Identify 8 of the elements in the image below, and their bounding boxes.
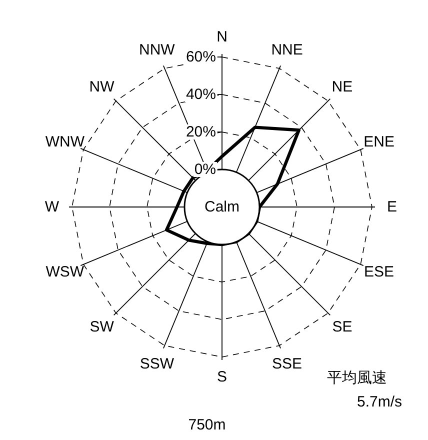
ytick: 20% bbox=[186, 124, 216, 140]
annotation: 5.7m/s bbox=[356, 394, 402, 410]
ytick: 60% bbox=[186, 48, 216, 66]
annotation: 平均風速 bbox=[327, 370, 387, 386]
annotation: Calm bbox=[204, 198, 240, 216]
annotation: 750m bbox=[188, 416, 226, 434]
ytick: 40% bbox=[186, 86, 216, 103]
ytick: 0% bbox=[194, 161, 216, 178]
